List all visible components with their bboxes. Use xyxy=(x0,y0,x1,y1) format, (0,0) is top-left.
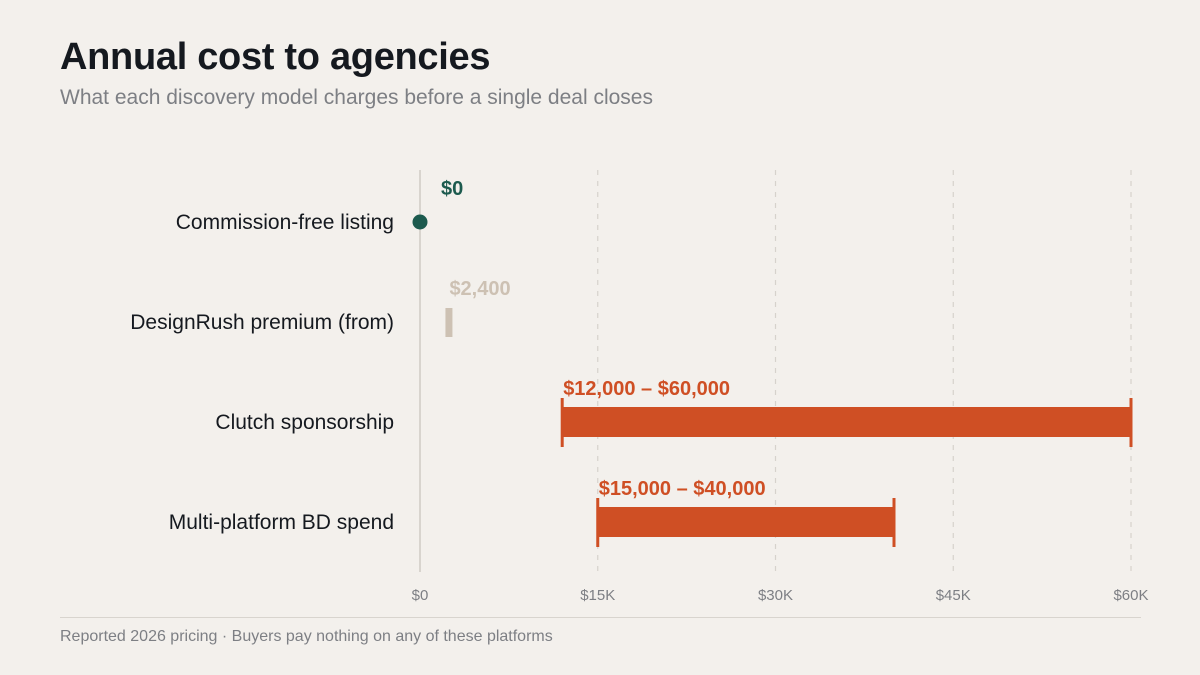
value-label: $0 xyxy=(441,178,463,200)
x-tick-label: $45K xyxy=(936,587,971,604)
range-bar xyxy=(562,407,1131,437)
x-tick-label: $30K xyxy=(758,587,793,604)
value-label: $15,000 – $40,000 xyxy=(599,478,766,500)
footer-note: Reported 2026 pricing · Buyers pay nothi… xyxy=(60,628,553,645)
value-dot xyxy=(412,214,428,230)
category-label: Commission-free listing xyxy=(176,211,394,234)
chart-title: Annual cost to agencies xyxy=(60,36,491,78)
category-label: Clutch sponsorship xyxy=(215,411,394,434)
value-label: $12,000 – $60,000 xyxy=(563,378,730,400)
range-bar xyxy=(597,507,894,537)
footer-divider xyxy=(60,617,1141,618)
x-tick-label: $60K xyxy=(1113,587,1148,604)
x-tick-label: $0 xyxy=(412,587,429,604)
chart-subtitle: What each discovery model charges before… xyxy=(60,86,653,109)
value-label: $2,400 xyxy=(449,278,510,300)
x-tick-label: $15K xyxy=(580,587,615,604)
category-label: Multi-platform BD spend xyxy=(169,511,394,534)
category-label: DesignRush premium (from) xyxy=(130,311,394,334)
value-tick xyxy=(445,308,453,337)
